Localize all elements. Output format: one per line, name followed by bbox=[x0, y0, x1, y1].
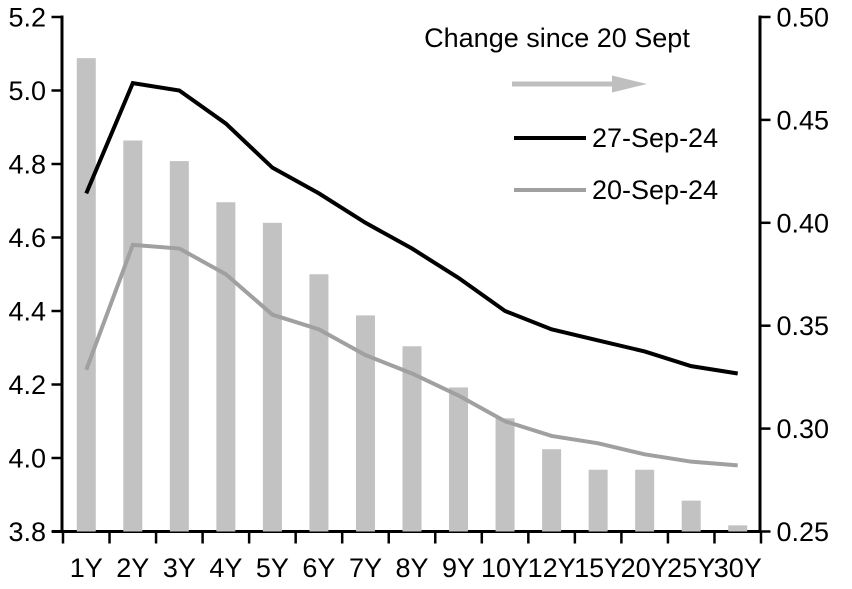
change-bar bbox=[495, 418, 515, 532]
change-bar bbox=[542, 449, 562, 532]
change-bar bbox=[169, 161, 189, 532]
right-axis-tick-label: 0.25 bbox=[777, 517, 830, 547]
change-bar bbox=[262, 222, 282, 532]
left-axis-tick-label: 4.2 bbox=[8, 370, 46, 400]
x-axis-category-label: 25Y bbox=[667, 553, 715, 583]
right-axis-tick-label: 0.30 bbox=[777, 414, 830, 444]
right-axis-tick-label: 0.45 bbox=[777, 105, 830, 135]
x-axis-category-label: 20Y bbox=[621, 553, 669, 583]
change-bar bbox=[588, 469, 608, 532]
x-axis-category-label: 3Y bbox=[163, 553, 196, 583]
x-axis-category-label: 9Y bbox=[442, 553, 475, 583]
left-axis-tick-label: 4.6 bbox=[8, 223, 46, 253]
left-axis-tick-label: 4.4 bbox=[8, 297, 46, 327]
change-bar bbox=[635, 469, 655, 532]
x-axis-category-label: 4Y bbox=[209, 553, 242, 583]
x-axis-category-label: 8Y bbox=[395, 553, 428, 583]
change-bar bbox=[402, 346, 422, 532]
bars bbox=[76, 58, 748, 532]
x-axis-category-label: 10Y bbox=[481, 553, 529, 583]
legend-right-arrow-icon bbox=[512, 75, 647, 93]
right-axis-tick-label: 0.35 bbox=[777, 311, 830, 341]
change-bar bbox=[355, 315, 375, 532]
x-axis-category-label: 6Y bbox=[302, 553, 335, 583]
left-axis-tick-label: 4.0 bbox=[8, 444, 46, 474]
left-axis-tick-label: 4.8 bbox=[8, 150, 46, 180]
arrow-head bbox=[612, 75, 647, 93]
legend-title: Change since 20 Sept bbox=[424, 23, 690, 53]
change-bar bbox=[309, 274, 329, 532]
change-bar bbox=[76, 58, 96, 532]
series-line-20-sep-24 bbox=[84, 242, 738, 468]
axes: 5.2 5.0 4.8 4.6 4.4 4.2 4.0 3.8 0.50 0.45 0.40 0.35… bbox=[8, 3, 829, 584]
left-axis-tick-label: 3.8 bbox=[8, 517, 46, 547]
series-line-27-sep-24 bbox=[84, 80, 739, 376]
x-axis-category-label: 5Y bbox=[256, 553, 289, 583]
left-axis-tick-label: 5.2 bbox=[8, 3, 46, 33]
change-bar bbox=[123, 140, 143, 532]
right-axis-tick-label: 0.40 bbox=[777, 208, 830, 238]
left-axis-tick-label: 5.0 bbox=[8, 76, 46, 106]
change-bar bbox=[681, 500, 701, 532]
x-axis-category-label: 2Y bbox=[116, 553, 149, 583]
change-bar bbox=[728, 525, 748, 532]
x-axis-category-label: 7Y bbox=[349, 553, 382, 583]
x-axis-category-label: 12Y bbox=[528, 553, 576, 583]
x-axis-category-label: 1Y bbox=[70, 553, 103, 583]
x-axis-category-label: 30Y bbox=[714, 553, 762, 583]
legend-label-20sep: 20-Sep-24 bbox=[592, 175, 718, 205]
x-axis-category-label: 15Y bbox=[574, 553, 622, 583]
legend-label-27sep: 27-Sep-24 bbox=[592, 123, 718, 153]
lines bbox=[84, 80, 739, 468]
right-axis-tick-label: 0.50 bbox=[777, 3, 830, 33]
change-bar bbox=[216, 202, 236, 532]
legend: Change since 20 Sept 27-Sep-24 20-Sep-24 bbox=[424, 23, 718, 205]
change-bar bbox=[449, 387, 469, 532]
